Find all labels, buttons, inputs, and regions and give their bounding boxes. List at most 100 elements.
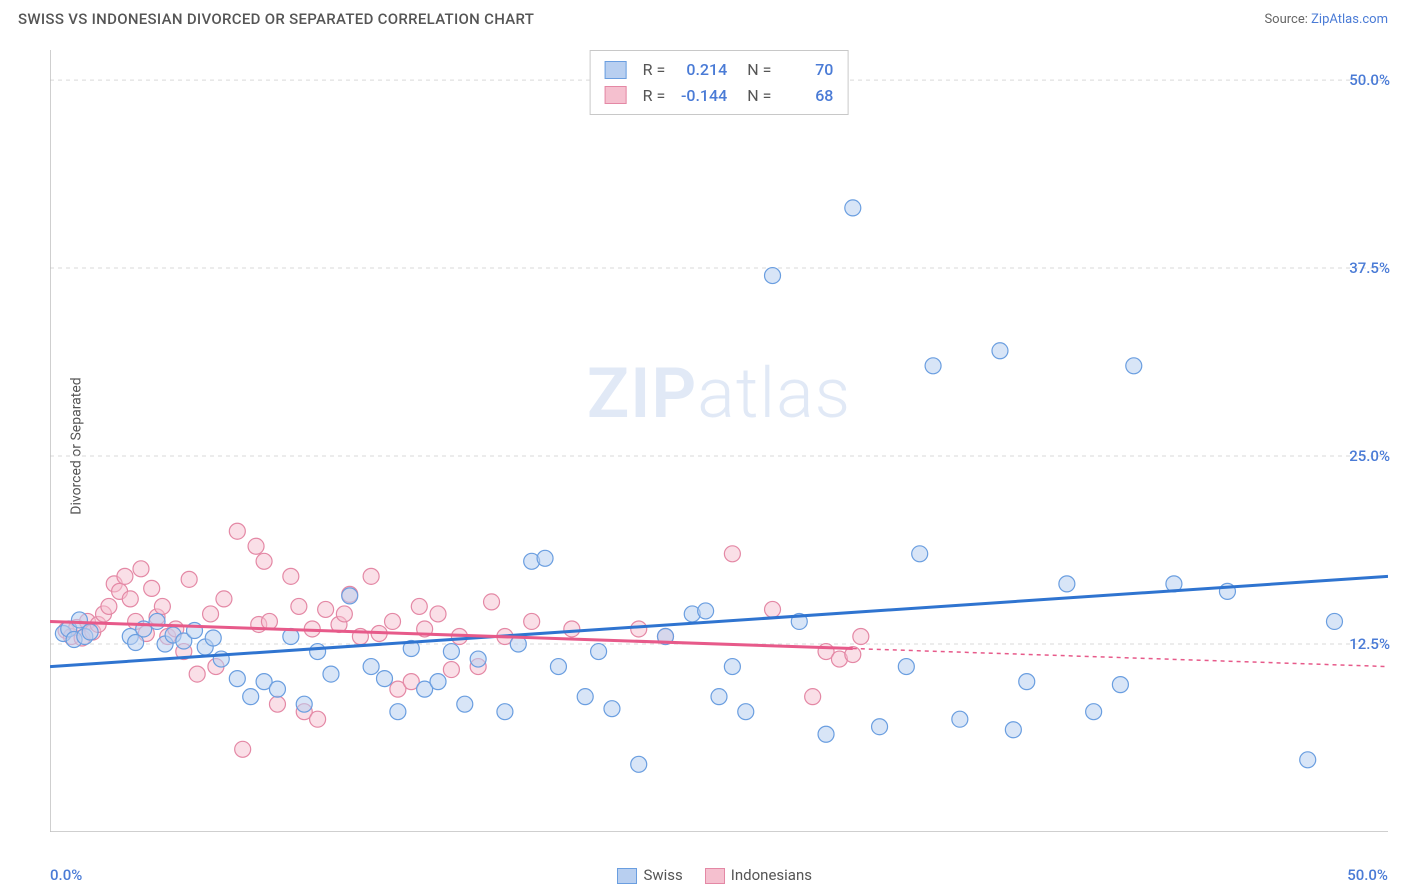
- data-point: [1059, 576, 1075, 592]
- y-tick-label: 50.0%: [1349, 71, 1390, 89]
- stats-legend: R =0.214 N =70 R =-0.144 N =68: [590, 50, 849, 115]
- data-point: [912, 546, 928, 562]
- data-point: [992, 343, 1008, 359]
- data-point: [1019, 674, 1035, 690]
- data-point: [1326, 613, 1342, 629]
- data-point: [181, 571, 197, 587]
- data-point: [484, 594, 500, 610]
- data-point: [235, 741, 251, 757]
- data-point: [269, 696, 285, 712]
- data-point: [385, 613, 401, 629]
- data-point: [564, 621, 580, 637]
- legend-item: Indonesians: [705, 866, 812, 884]
- data-point: [205, 630, 221, 646]
- stats-row: R =0.214 N =70: [605, 57, 834, 83]
- data-point: [805, 689, 821, 705]
- data-point: [261, 613, 277, 629]
- data-point: [291, 598, 307, 614]
- data-point: [457, 696, 473, 712]
- legend-item: Swiss: [617, 866, 682, 884]
- data-point: [577, 689, 593, 705]
- data-point: [711, 689, 727, 705]
- data-point: [82, 624, 98, 640]
- data-point: [323, 666, 339, 682]
- data-point: [698, 603, 714, 619]
- data-point: [310, 711, 326, 727]
- data-point: [524, 613, 540, 629]
- source-label: Source: ZipAtlas.com: [1264, 12, 1388, 27]
- source-link[interactable]: ZipAtlas.com: [1311, 12, 1388, 27]
- data-point: [117, 568, 133, 584]
- data-point: [363, 568, 379, 584]
- data-point: [443, 644, 459, 660]
- data-point: [243, 689, 259, 705]
- data-point: [925, 358, 941, 374]
- stats-row: R =-0.144 N =68: [605, 83, 834, 109]
- data-point: [144, 580, 160, 596]
- data-point: [738, 704, 754, 720]
- data-point: [591, 644, 607, 660]
- data-point: [631, 621, 647, 637]
- data-point: [269, 681, 285, 697]
- x-axis-max: 50.0%: [1347, 866, 1388, 884]
- data-point: [203, 606, 219, 622]
- data-point: [248, 538, 264, 554]
- scatter-plot: [50, 50, 1388, 832]
- data-point: [283, 568, 299, 584]
- data-point: [1086, 704, 1102, 720]
- data-point: [377, 671, 393, 687]
- data-point: [818, 726, 834, 742]
- data-point: [765, 268, 781, 284]
- bottom-legend: Swiss Indonesians: [617, 866, 812, 884]
- regression-extrapolation: [853, 649, 1388, 667]
- data-point: [256, 553, 272, 569]
- data-point: [310, 644, 326, 660]
- data-point: [443, 662, 459, 678]
- data-point: [342, 588, 358, 604]
- plot-area: ZIPatlas R =0.214 N =70 R =-0.144 N =68 …: [50, 50, 1388, 832]
- data-point: [363, 659, 379, 675]
- data-point: [149, 613, 165, 629]
- data-point: [724, 546, 740, 562]
- data-point: [296, 696, 312, 712]
- data-point: [411, 598, 427, 614]
- data-point: [189, 666, 205, 682]
- legend-swatch: [705, 868, 725, 884]
- y-tick-label: 37.5%: [1349, 259, 1390, 277]
- data-point: [133, 561, 149, 577]
- data-point: [122, 591, 138, 607]
- data-point: [336, 606, 352, 622]
- data-point: [229, 523, 245, 539]
- data-point: [154, 598, 170, 614]
- legend-swatch: [605, 86, 627, 104]
- data-point: [1005, 722, 1021, 738]
- data-point: [537, 550, 553, 566]
- y-tick-label: 12.5%: [1349, 635, 1390, 653]
- data-point: [1112, 677, 1128, 693]
- data-point: [631, 756, 647, 772]
- data-point: [765, 601, 781, 617]
- data-point: [1126, 358, 1142, 374]
- data-point: [845, 200, 861, 216]
- data-point: [101, 598, 117, 614]
- data-point: [430, 674, 446, 690]
- data-point: [470, 651, 486, 667]
- data-point: [497, 704, 513, 720]
- chart-title: SWISS VS INDONESIAN DIVORCED OR SEPARATE…: [18, 10, 534, 28]
- y-tick-label: 25.0%: [1349, 447, 1390, 465]
- data-point: [216, 591, 232, 607]
- legend-swatch: [605, 61, 627, 79]
- data-point: [898, 659, 914, 675]
- legend-swatch: [617, 868, 637, 884]
- data-point: [853, 629, 869, 645]
- data-point: [1300, 752, 1316, 768]
- data-point: [318, 601, 334, 617]
- data-point: [872, 719, 888, 735]
- data-point: [604, 701, 620, 717]
- x-axis-min: 0.0%: [50, 866, 82, 884]
- data-point: [550, 659, 566, 675]
- data-point: [724, 659, 740, 675]
- data-point: [390, 704, 406, 720]
- data-point: [430, 606, 446, 622]
- data-point: [229, 671, 245, 687]
